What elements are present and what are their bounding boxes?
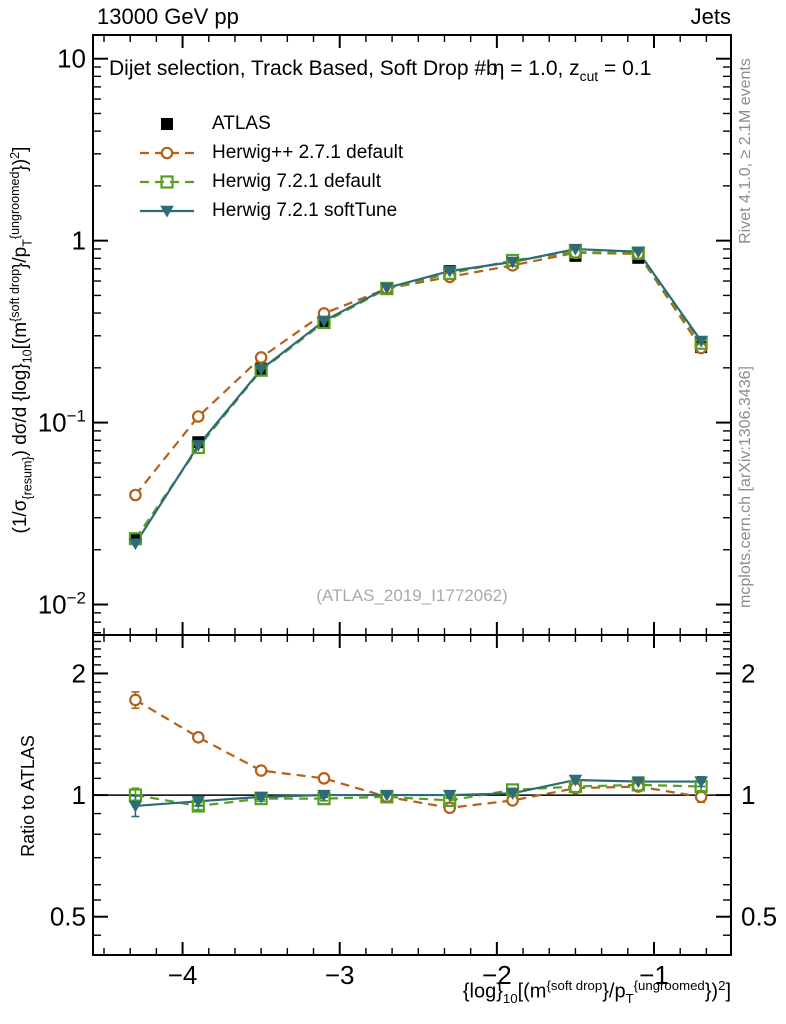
- legend-marker-open-square: [140, 174, 194, 189]
- label-part: cut: [579, 68, 599, 85]
- legend-label: ATLAS: [212, 112, 271, 134]
- legend-item: ATLAS: [138, 109, 403, 138]
- plot-title: Dijet selection, Track Based, Soft Drop …: [109, 57, 651, 84]
- label-part: 2: [8, 151, 22, 159]
- x-axis-title: {log}10[(m{soft drop}/pT{ungroomed})2]: [463, 978, 731, 1006]
- svg-text:1: 1: [741, 780, 755, 810]
- label-part: {log}: [462, 980, 503, 1003]
- legend: ATLAS Herwig++ 2.7.1 default Herwig 7.2.1 …: [138, 109, 403, 225]
- watermark-label: (ATLAS_2019_I1772062): [316, 586, 508, 605]
- label-part: [(m: [517, 980, 547, 1003]
- series-markers: [128, 243, 708, 815]
- label-part: = 0.1: [598, 57, 652, 80]
- legend-label: Herwig 7.2.1 default: [212, 170, 381, 192]
- label-part: = 1.0, z: [504, 57, 580, 80]
- svg-text:2: 2: [741, 658, 755, 688]
- axis-tick-labels: −4 −3 −2 −1 10 1 10−1 10−2 2 2 1 1 0.5 0.5: [38, 44, 777, 990]
- svg-text:10−2: 10−2: [38, 589, 86, 620]
- label-part: (1/σ: [9, 499, 31, 534]
- beam-energy-label: 13000 GeV pp: [97, 4, 239, 29]
- svg-text:−2: −2: [482, 960, 512, 990]
- svg-text:−4: −4: [168, 960, 198, 990]
- series-lines: [134, 247, 703, 809]
- mcplots-citation-note: mcplots.cern.ch [arXiv:1306.3436]: [737, 366, 754, 608]
- legend-marker-filled-triangle-down: [140, 205, 194, 217]
- svg-text:1: 1: [72, 780, 86, 810]
- label-part: Dijet selection, Track Based, Soft Drop …: [109, 57, 498, 80]
- label-part: T: [625, 991, 634, 1007]
- svg-text:0.5: 0.5: [50, 902, 86, 932]
- label-part: ) dσ/d {log}: [9, 363, 31, 457]
- label-part: ]: [9, 146, 31, 152]
- ratio-y-axis-title: Ratio to ATLAS: [18, 735, 38, 857]
- legend-item: Herwig 7.2.1 default: [138, 167, 403, 196]
- legend-marker-filled-square: [161, 117, 173, 130]
- legend-item: Herwig 7.2.1 softTune: [138, 196, 403, 225]
- label-part: 10: [502, 991, 518, 1007]
- error-bars: [131, 691, 706, 818]
- label-part: }/p: [9, 246, 31, 269]
- label-part: {ungroomed: [633, 978, 705, 993]
- label-part: 10: [20, 349, 35, 364]
- legend-label: Herwig 7.2.1 softTune: [212, 199, 398, 221]
- svg-text:10: 10: [57, 44, 86, 74]
- label-part: T: [20, 239, 35, 247]
- label-part: 2: [718, 978, 726, 993]
- svg-text:2: 2: [72, 658, 86, 688]
- process-label: Jets: [690, 4, 731, 29]
- legend-marker-open-circle: [140, 146, 194, 159]
- svg-text:1: 1: [72, 226, 86, 256]
- svg-text:−1: −1: [639, 960, 669, 990]
- svg-text:−3: −3: [325, 960, 355, 990]
- label-part: {soft drop: [546, 978, 603, 993]
- label-part: η: [492, 57, 505, 80]
- label-part: [(m: [9, 321, 31, 350]
- rivet-version-note: Rivet 4.1.0, ≥ 2.1M events: [737, 58, 754, 244]
- label-part: ]: [725, 980, 731, 1003]
- svg-text:10−1: 10−1: [38, 407, 86, 438]
- label-part: }/p: [602, 980, 626, 1003]
- label-part: }): [704, 980, 719, 1003]
- label-part: {soft drop: [8, 268, 22, 322]
- label-part: }): [9, 158, 31, 172]
- svg-text:0.5: 0.5: [741, 902, 777, 932]
- legend-item: Herwig++ 2.7.1 default: [138, 138, 403, 167]
- axis-ticks: [93, 35, 731, 955]
- label-part: {resum}: [20, 456, 35, 500]
- legend-label: Herwig++ 2.7.1 default: [212, 141, 404, 163]
- main-y-axis-title: (1/σ{resum}) dσ/d {log}10[(m{soft drop}/…: [8, 40, 35, 640]
- label-part: {ungroomed: [8, 171, 22, 240]
